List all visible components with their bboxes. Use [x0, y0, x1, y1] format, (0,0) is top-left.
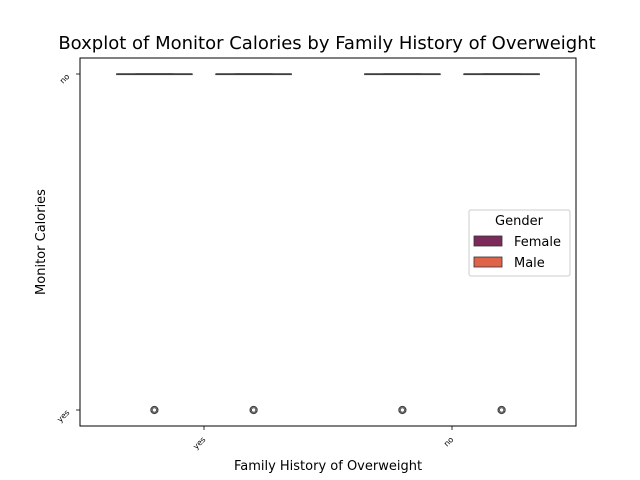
y-tick-label: no: [58, 72, 71, 85]
outlier-point-overlap: [498, 407, 505, 413]
outlier-point-overlap: [250, 407, 257, 413]
x-tick-label: yes: [191, 435, 207, 451]
outlier-point: [398, 405, 407, 415]
legend-label-male: Male: [514, 256, 545, 271]
plot-area-frame: [79, 57, 577, 427]
legend-swatch-female: [473, 235, 503, 247]
legend-label-female: Female: [514, 235, 561, 250]
box-marks: [116, 73, 540, 415]
y-axis-label: Monitor Calories: [34, 189, 49, 295]
outlier-point: [497, 405, 506, 415]
x-tick-label: no: [442, 435, 455, 448]
outlier-point-overlap: [399, 407, 406, 413]
x-axis-label: Family History of Overweight: [234, 459, 422, 474]
y-axis-ticks: no yes: [55, 72, 80, 424]
x-axis-ticks: yes no: [191, 426, 455, 451]
outlier-point-overlap: [151, 407, 158, 413]
legend-title: Gender: [495, 214, 544, 229]
outlier-point: [150, 405, 159, 415]
legend: Gender Female Male: [468, 209, 571, 277]
y-tick-label: yes: [55, 408, 71, 424]
outlier-point: [249, 405, 258, 415]
chart-title: Boxplot of Monitor Calories by Family Hi…: [58, 33, 595, 54]
legend-swatch-male: [473, 256, 503, 268]
